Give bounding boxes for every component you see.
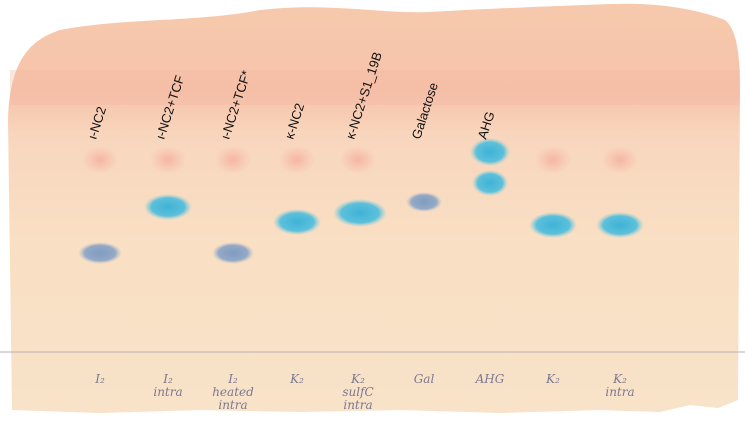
spot (333, 199, 387, 227)
spot (273, 209, 321, 235)
lane-note: Gal (414, 372, 435, 386)
tlc-plate-photo: ι-NC2I₂ι-NC2+TCFI₂intraι-NC2+TCF*I₂heate… (0, 0, 745, 421)
lane-note: I₂ (94, 372, 105, 386)
page: ι-NC2I₂ι-NC2+TCFI₂intraι-NC2+TCF*I₂heate… (0, 0, 745, 421)
spot (144, 194, 192, 220)
lane-note: K₂ (545, 372, 560, 386)
lane-note: intra (218, 398, 247, 412)
spot (470, 138, 510, 166)
lane-note: K₂ (612, 372, 627, 386)
lane-note: I₂ (162, 372, 173, 386)
spot (78, 242, 122, 264)
lane-note: sulfC (342, 385, 373, 399)
spot (212, 242, 254, 264)
lane-note: K₂ (350, 372, 365, 386)
lane-note: I₂ (227, 372, 238, 386)
spot (472, 170, 508, 196)
lane-note: heated (212, 385, 254, 399)
lane-note: AHG (475, 372, 505, 386)
spot (529, 212, 577, 238)
pink-smears (82, 146, 638, 174)
spot (596, 212, 644, 238)
spot (406, 192, 442, 212)
lane-note: intra (343, 398, 372, 412)
lane-note: intra (605, 385, 634, 399)
lane-note: K₂ (289, 372, 304, 386)
lane-note: intra (153, 385, 182, 399)
